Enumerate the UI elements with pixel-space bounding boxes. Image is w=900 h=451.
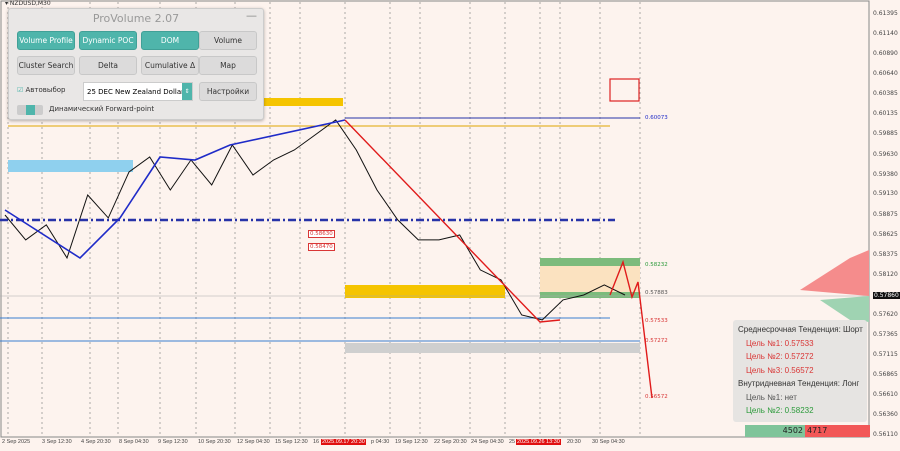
panel-button-cumulative-[interactable]: Cumulative Δ: [141, 56, 199, 75]
panel-button-delta[interactable]: Delta: [79, 56, 137, 75]
target-box: [609, 78, 640, 102]
y-tick-label: 0.60640: [873, 70, 898, 78]
panel-button-dom[interactable]: DOM: [141, 31, 199, 50]
current-price-label: 0.57860: [873, 291, 900, 299]
x-tick-label: 9 Sep 12:30: [158, 439, 188, 445]
intra-target-2: Цель №2: 0.58232: [746, 406, 814, 415]
x-tick-label: 3 Sep 12:30: [42, 439, 72, 445]
x-tick-label: 16: [313, 439, 320, 445]
y-tick-label: 0.58375: [873, 250, 898, 258]
y-tick-label: 0.60890: [873, 50, 898, 58]
mid-trend: Среднесрочная Тенденция: Шорт: [738, 325, 863, 334]
level-label: 0.58630: [308, 230, 335, 239]
x-tick-label: 8 Sep 04:30: [119, 439, 149, 445]
intra-trend: Внутридневная Тенденция: Лонг: [738, 379, 860, 388]
trend-info-box: Среднесрочная Тенденция: Шорт Цель №1: 0…: [733, 320, 867, 422]
x-tick-label: 19 Sep 12:30: [395, 439, 428, 445]
sell-profile: [800, 250, 869, 296]
y-tick-label: 0.56360: [873, 411, 898, 419]
x-tick-label: 10 Sep 20:30: [198, 439, 231, 445]
x-tick-label: 4 Sep 20:30: [81, 439, 111, 445]
level-label: 0.57883: [645, 289, 668, 296]
y-tick-label: 0.58120: [873, 270, 898, 278]
x-tick-label: 25: [509, 439, 516, 445]
y-tick-label: 0.58875: [873, 210, 898, 218]
forward-point-label: Динамический Forward-point: [49, 105, 155, 113]
panel-button-cluster-search[interactable]: Cluster Search: [17, 56, 75, 75]
x-tick-label: 30 Sep 04:30: [592, 439, 625, 445]
volume-zone: [345, 343, 640, 353]
y-tick-label: 0.59130: [873, 190, 898, 198]
volume-zone: [540, 292, 640, 298]
volume-zone: [540, 258, 640, 266]
trend-line: [344, 119, 561, 323]
y-tick-label: 0.60385: [873, 90, 898, 98]
x-tick-label: 20:30: [567, 439, 581, 445]
forecast-line: [609, 259, 653, 399]
level-label: 0.57533: [645, 317, 668, 324]
x-tick-label: 15 Sep 12:30: [275, 439, 308, 445]
chevron-updown-icon: ⇕: [182, 83, 192, 100]
instrument-value: 25 DEC New Zealand Dollar: [87, 88, 185, 96]
buy-profile: [820, 296, 869, 322]
mid-target-2: Цель №2: 0.57272: [746, 352, 814, 361]
x-tick-label: 12 Sep 04:30: [237, 439, 270, 445]
x-tick-label: 2 Sep 2025: [2, 439, 31, 445]
buy-volume-bar: 4502: [745, 425, 805, 437]
panel-button-volume[interactable]: Volume: [199, 31, 257, 50]
y-tick-label: 0.61395: [873, 10, 898, 17]
price-series: [4, 119, 626, 321]
forward-point-toggle[interactable]: [17, 105, 43, 115]
level-label: 0.58470: [308, 243, 335, 251]
y-tick-label: 0.61140: [873, 30, 898, 38]
y-tick-label: 0.56110: [873, 431, 898, 438]
x-tick-label: p 04:30: [371, 439, 390, 445]
y-tick-label: 0.60135: [873, 110, 898, 118]
settings-button[interactable]: Настройки: [199, 82, 257, 101]
level-label: 0.58232: [645, 261, 668, 268]
y-tick-label: 0.57115: [873, 350, 898, 358]
instrument-select[interactable]: 25 DEC New Zealand Dollar ⇕: [83, 82, 193, 101]
volume-zone: [8, 160, 133, 172]
zigzag-line: [4, 119, 346, 260]
y-tick-label: 0.56610: [873, 391, 898, 399]
autoselect-label: Автовыбор: [25, 86, 66, 94]
y-tick-label: 0.59630: [873, 150, 898, 158]
x-tick-label: 24 Sep 04:30: [471, 439, 504, 445]
level-label: 0.56572: [645, 394, 668, 401]
level-label: 0.60073: [645, 115, 668, 122]
y-tick-label: 0.59380: [873, 170, 898, 178]
panel-button-map[interactable]: Map: [199, 56, 257, 75]
y-tick-label: 0.56865: [873, 370, 898, 378]
x-tick-label: 22 Sep 20:30: [434, 439, 467, 445]
symbol-label: ▾ NZDUSD,M30: [5, 0, 51, 7]
panel-title: ProVolume 2.07: [92, 12, 180, 25]
provolume-panel: ProVolume 2.07 — Volume Profile Dynamic P…: [8, 8, 264, 120]
mid-target-3: Цель №3: 0.56572: [746, 365, 814, 375]
y-tick-label: 0.57365: [873, 331, 898, 339]
volume-zone: [345, 285, 505, 298]
y-tick-label: 0.59885: [873, 130, 898, 138]
x-tick-label: 2025.09.26 13:30: [516, 439, 561, 445]
sell-volume-bar: 4717: [805, 425, 870, 437]
minimize-button[interactable]: —: [246, 9, 257, 22]
y-tick-label: 0.58625: [873, 230, 898, 238]
mid-target-1: Цель №1: 0.57533: [746, 338, 814, 348]
x-tick-label: 2025.09.17 20:30: [321, 439, 366, 445]
intra-target-1: Цель №1: нет: [746, 392, 797, 402]
level-label: 0.57272: [645, 338, 668, 345]
panel-button-dynamic-poc[interactable]: Dynamic POC: [79, 31, 137, 50]
autoselect-checkbox[interactable]: ☑ Автовыбор: [17, 86, 66, 94]
volume-zone: [540, 266, 640, 292]
y-tick-label: 0.57620: [873, 310, 898, 318]
panel-button-volume-profile[interactable]: Volume Profile: [17, 31, 75, 50]
